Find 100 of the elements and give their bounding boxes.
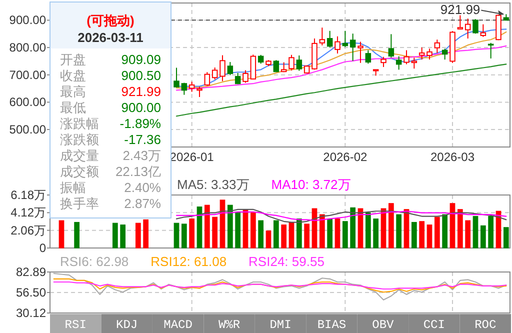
x-tick-label: 2026-03: [430, 150, 475, 164]
bar: [266, 230, 272, 248]
text: 921.99: [121, 84, 161, 99]
y-tick-label: 56.50: [16, 286, 46, 300]
y-tick-label: 0: [39, 241, 46, 255]
category-label: CCI: [423, 318, 445, 332]
bar: [296, 218, 302, 248]
bar: [258, 220, 264, 248]
text: 909.09: [121, 52, 161, 67]
y-tick-label: 600.00: [9, 95, 46, 110]
x-tick-label: 2026-02: [323, 150, 368, 164]
bar: [503, 227, 509, 248]
y-tick-label: 800.00: [9, 40, 46, 55]
y-tick-label: 2.06万: [10, 223, 46, 238]
bar: [181, 224, 187, 248]
bar: [488, 216, 494, 248]
annotation: 921.99: [440, 2, 480, 18]
category-label: 开盘: [60, 52, 86, 67]
category-label: 收盘: [60, 68, 86, 83]
bar: [388, 203, 394, 248]
bar: [373, 218, 379, 248]
bar: [365, 212, 371, 248]
category-label: DMI: [270, 318, 292, 332]
bar: [442, 214, 448, 248]
category-label: ROC: [474, 318, 496, 332]
category-label: 振幅: [60, 180, 86, 195]
series-label: RSI24: 59.55: [248, 254, 324, 269]
category-label: BIAS: [317, 318, 346, 332]
bar: [342, 221, 348, 248]
bar: [74, 222, 80, 248]
text: 900.00: [121, 100, 161, 115]
text: 900.50: [121, 68, 161, 83]
line-series: [176, 64, 507, 117]
bar: [419, 221, 425, 248]
bar: [227, 204, 233, 248]
line-series: [176, 45, 507, 91]
category-label: 涨跌幅: [60, 116, 99, 131]
y-tick-label: 900.00: [9, 13, 46, 28]
bar: [174, 222, 180, 248]
bar: [334, 218, 340, 248]
y-tick-label: 500.00: [9, 122, 46, 137]
category-label: KDJ: [116, 318, 138, 332]
bar: [426, 224, 432, 248]
bar: [281, 224, 287, 248]
bar: [396, 214, 402, 248]
category-label: 最低: [60, 100, 86, 115]
bar: [350, 207, 356, 248]
y-tick-label: 30.12: [16, 306, 46, 320]
text: -17.36: [124, 132, 161, 147]
bar: [112, 222, 118, 248]
text: 2.43万: [122, 148, 161, 163]
bar: [135, 222, 141, 248]
x-tick-label: 2026-01: [170, 150, 214, 164]
series-label: RSI12: 61.08: [150, 254, 227, 269]
bar: [465, 220, 471, 248]
bar: [220, 200, 226, 248]
category-label: 成交额: [60, 164, 99, 179]
bar: [380, 208, 386, 248]
category-label: W%R: [218, 318, 240, 332]
category-label: RSI: [64, 318, 86, 332]
text: 2026-03-11: [78, 30, 144, 45]
y-tick-label: 700.00: [9, 68, 46, 82]
y-tick-label: 6.18万: [10, 188, 46, 202]
bar: [143, 219, 149, 248]
bar: [58, 220, 64, 248]
bar: [472, 216, 478, 248]
category-label: OBV: [372, 318, 395, 332]
bar: [304, 224, 310, 248]
text: 22.13亿: [115, 164, 161, 179]
series-label: MA10: 3.72万: [271, 177, 351, 192]
y-tick-label: 4.12万: [10, 206, 46, 220]
text: 2.40%: [124, 180, 161, 195]
bar: [189, 218, 195, 248]
bar: [411, 222, 417, 248]
category-label: 成交量: [60, 148, 99, 163]
text: -1.89%: [120, 116, 161, 131]
bar: [434, 216, 440, 248]
bar: [250, 212, 256, 248]
series-label: MA5: 3.33万: [177, 177, 250, 192]
text: 2.87%: [124, 196, 161, 211]
bar: [212, 216, 218, 248]
category-label: 涨跌额: [60, 132, 99, 147]
bar: [358, 208, 364, 248]
y-tick-label: 82.89: [16, 265, 46, 279]
bar: [450, 203, 456, 248]
category-label: 换手率: [60, 196, 99, 211]
series-label: RSI6: 62.98: [60, 254, 129, 269]
bar: [319, 214, 325, 248]
category-label: MACD: [164, 318, 192, 332]
bar: [273, 220, 279, 248]
bar: [196, 206, 202, 248]
text: (可拖动): [86, 13, 134, 28]
bar: [457, 209, 463, 248]
bar: [480, 225, 486, 248]
line-series: [53, 281, 507, 290]
bar: [120, 224, 126, 248]
bar: [204, 204, 210, 248]
bar: [327, 218, 333, 248]
bar: [235, 212, 241, 248]
category-label: 最高: [60, 84, 86, 99]
